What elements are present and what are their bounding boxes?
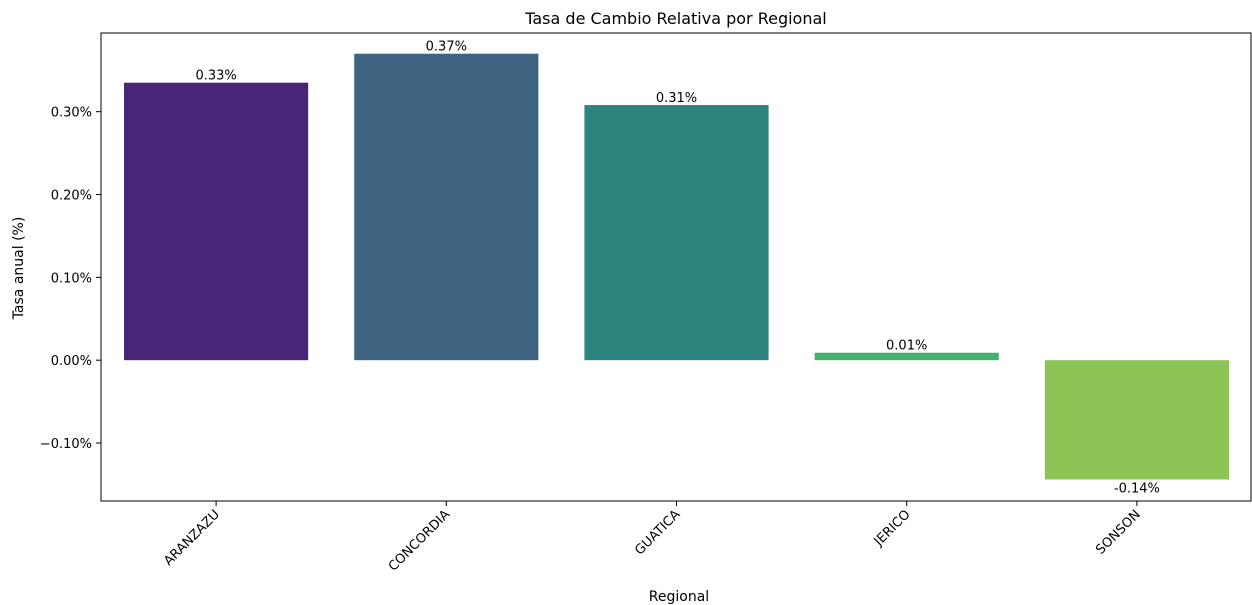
x-tick-label-jerico: JERICO: [871, 507, 914, 550]
y-axis: −0.10% 0.00% 0.10% 0.20% 0.30%: [40, 106, 101, 452]
data-label-sonson: -0.14%: [1114, 481, 1160, 496]
y-tick-label: 0.30%: [51, 106, 92, 121]
bar-jerico: [814, 352, 999, 361]
data-labels-layer: 0.33% 0.37% 0.31% 0.01% -0.14%: [195, 40, 1159, 497]
x-tick-label-aranzazu: ARANZAZU: [161, 507, 223, 569]
y-tick-label: −0.10%: [40, 437, 92, 452]
x-axis-label: Regional: [649, 589, 709, 605]
y-tick-label: 0.00%: [51, 354, 92, 369]
bar-guatica: [584, 105, 769, 361]
x-tick-label-sonson: SONSON: [1093, 507, 1144, 558]
data-label-jerico: 0.01%: [886, 339, 927, 354]
bar-sonson: [1044, 360, 1229, 480]
y-tick-label: 0.20%: [51, 189, 92, 204]
bar-aranzazu: [124, 82, 309, 361]
x-tick-label-guatica: GUATICA: [632, 507, 683, 558]
x-tick-label-concordia: CONCORDIA: [386, 507, 453, 574]
x-axis: ARANZAZU CONCORDIA GUATICA JERICO SONSON: [161, 501, 1144, 574]
bar-concordia: [354, 53, 539, 361]
plot-frame: [100, 32, 1252, 502]
bars-layer: [124, 53, 1229, 480]
data-label-concordia: 0.37%: [426, 40, 467, 55]
y-axis-label: Tasa anual (%): [11, 217, 27, 321]
data-label-aranzazu: 0.33%: [195, 69, 236, 84]
data-label-guatica: 0.31%: [656, 91, 697, 106]
chart-title: Tasa de Cambio Relativa por Regional: [524, 9, 826, 28]
y-tick-label: 0.10%: [51, 271, 92, 286]
